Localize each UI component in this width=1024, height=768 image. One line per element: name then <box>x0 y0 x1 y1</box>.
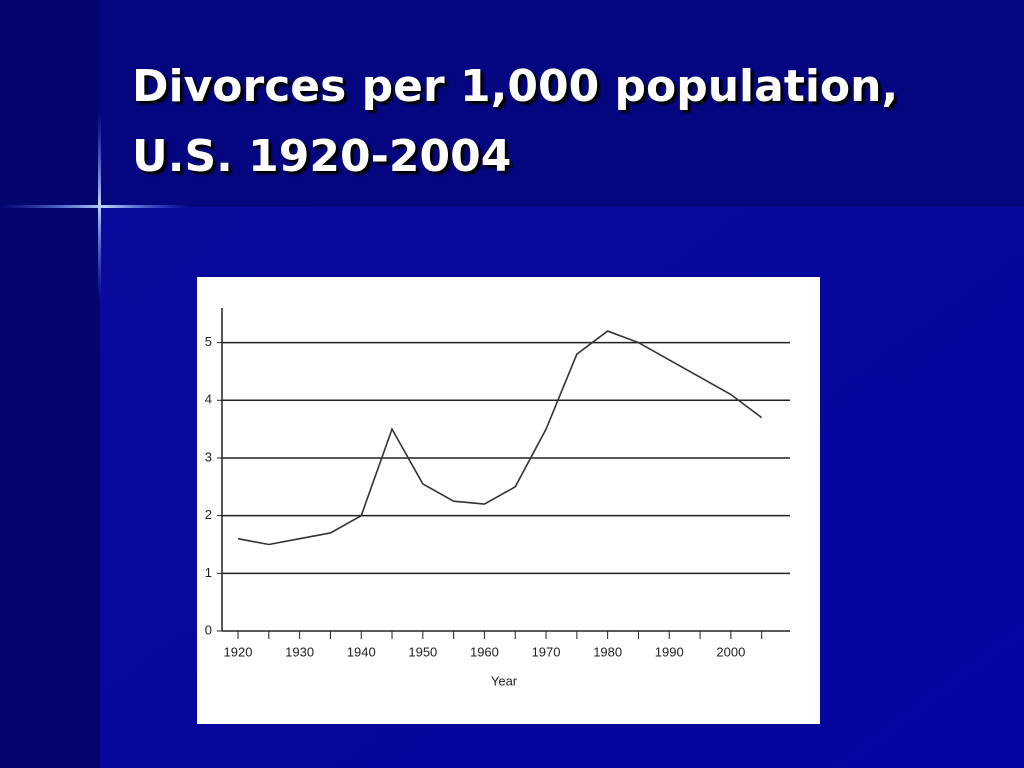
y-tick-label: 3 <box>205 449 212 464</box>
x-tick-label: 2000 <box>716 644 745 659</box>
x-tick-label: 1970 <box>532 644 561 659</box>
chart-panel <box>197 277 820 724</box>
x-tick-label: 1930 <box>285 644 314 659</box>
y-tick-label: 0 <box>205 622 212 637</box>
slide-title: Divorces per 1,000 population, U.S. 1920… <box>132 61 899 182</box>
y-tick-label: 2 <box>205 507 212 522</box>
x-tick-label: 1920 <box>224 644 253 659</box>
y-tick-label: 4 <box>205 392 212 407</box>
x-tick-label: 1940 <box>347 644 376 659</box>
x-tick-label: 1990 <box>655 644 684 659</box>
data-line <box>237 330 763 546</box>
x-tick-label: 1980 <box>593 644 622 659</box>
x-tick-label: 1950 <box>408 644 437 659</box>
y-tick-label: 1 <box>205 565 212 580</box>
x-axis-label: Year <box>491 673 518 688</box>
chart: 0 1 2 3 4 5 1920 1930 1940 1950 1960 1970 1980 1990 20… <box>205 308 790 688</box>
x-tick-label: 1960 <box>470 644 499 659</box>
y-tick-label: 5 <box>205 334 212 349</box>
